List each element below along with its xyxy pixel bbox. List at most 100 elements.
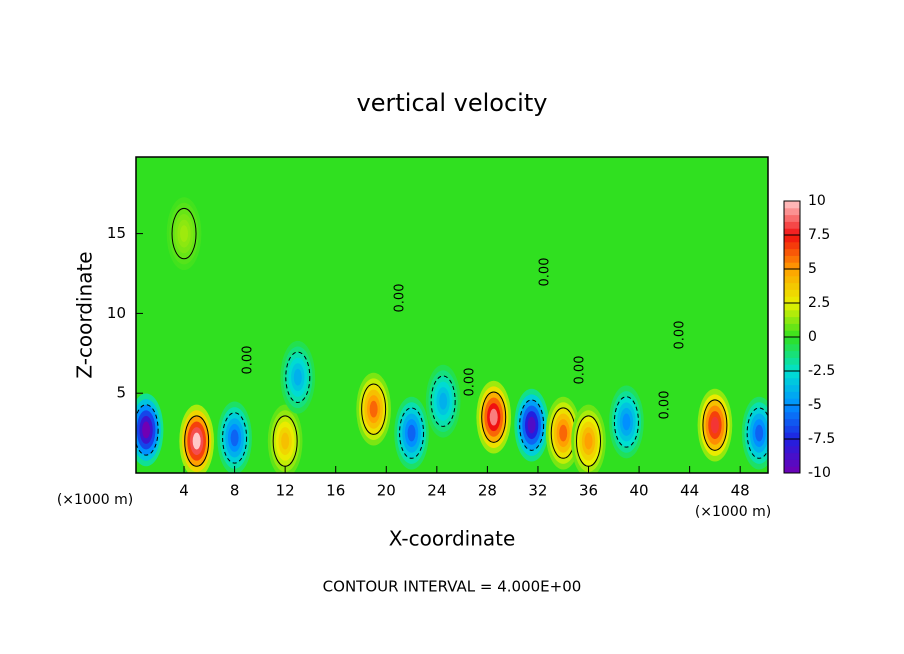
colorbar-tick-label: -5 bbox=[808, 397, 822, 413]
extremum bbox=[514, 388, 549, 462]
contour-band bbox=[407, 424, 416, 442]
colorbar-cell bbox=[784, 255, 800, 263]
field bbox=[136, 157, 768, 473]
colorbar-cell bbox=[784, 262, 800, 270]
colorbar-cell bbox=[784, 398, 800, 406]
colorbar-cell bbox=[784, 445, 800, 454]
y-tick-label: 15 bbox=[107, 224, 126, 242]
x-tick-label: 12 bbox=[276, 482, 295, 500]
colorbar-cell bbox=[784, 241, 800, 250]
colorbar-cell bbox=[784, 214, 800, 222]
x-tick-label: 32 bbox=[528, 482, 547, 500]
contour-band bbox=[710, 416, 719, 434]
plot-frame bbox=[135, 156, 769, 474]
colorbar-cell bbox=[784, 296, 800, 304]
colorbar-cell bbox=[784, 303, 800, 311]
colorbar-cell bbox=[784, 350, 800, 358]
x-tick-label: 16 bbox=[326, 482, 345, 500]
colorbar-cell bbox=[784, 405, 800, 413]
contour-band bbox=[180, 225, 189, 243]
contour-band bbox=[192, 432, 201, 450]
extremum bbox=[179, 404, 215, 473]
extremum bbox=[267, 404, 303, 473]
colorbar-cell bbox=[784, 269, 800, 277]
colorbar-cell bbox=[784, 391, 800, 399]
x-tick-label: 28 bbox=[478, 482, 497, 500]
x-unit-label: (×1000 m) bbox=[57, 492, 133, 508]
contour-band bbox=[527, 416, 536, 434]
contour-band bbox=[584, 432, 593, 450]
x-tick-label: 8 bbox=[230, 482, 240, 500]
extremum bbox=[425, 364, 461, 438]
extremum bbox=[394, 396, 429, 470]
extremum bbox=[280, 340, 316, 414]
footer: CONTOUR INTERVAL = 4.000E+00 bbox=[323, 578, 582, 596]
colorbar-cell bbox=[784, 275, 800, 284]
colorbar-cell bbox=[784, 323, 800, 331]
extremum bbox=[571, 404, 606, 473]
colorbar-cell bbox=[784, 309, 800, 318]
extremum bbox=[217, 401, 252, 473]
x-axis-label: X-coordinate bbox=[389, 527, 516, 551]
colorbar-tick-label: 10 bbox=[808, 193, 826, 209]
x-tick-label: 24 bbox=[427, 482, 446, 500]
x-tick-label: 20 bbox=[377, 482, 396, 500]
colorbar-tick-label: 5 bbox=[808, 261, 817, 277]
contour-band bbox=[489, 408, 498, 426]
contour-label: 0.00 bbox=[573, 356, 588, 385]
extremum bbox=[356, 372, 391, 446]
colorbar-cell bbox=[784, 439, 800, 447]
contour-label: 0.00 bbox=[241, 346, 256, 375]
contour-label: 0.00 bbox=[463, 368, 478, 397]
colorbar-cell bbox=[784, 377, 800, 386]
contour-band bbox=[230, 429, 239, 447]
colorbar-cell bbox=[784, 207, 800, 216]
x-tick-label: 4 bbox=[179, 482, 189, 500]
colorbar-cell bbox=[784, 316, 800, 324]
colorbar-tick-label: -10 bbox=[808, 465, 831, 481]
x-tick-label: 36 bbox=[579, 482, 598, 500]
colorbar-cell bbox=[784, 357, 800, 365]
extremum bbox=[609, 385, 644, 459]
y-tick-label: 5 bbox=[116, 384, 126, 402]
colorbar-cell bbox=[784, 221, 800, 229]
contour-band bbox=[293, 368, 302, 386]
colorbar-tick-label: 0 bbox=[808, 329, 817, 345]
x-tick-label: 44 bbox=[680, 482, 699, 500]
contour-band bbox=[622, 413, 631, 431]
y-tick-label: 10 bbox=[107, 304, 126, 322]
colorbar-cell bbox=[784, 248, 800, 256]
contour-label: 0.00 bbox=[673, 321, 688, 350]
y-axis-label: Z-coordinate bbox=[73, 251, 97, 378]
extremum bbox=[741, 396, 768, 470]
contour-band bbox=[142, 421, 151, 439]
x-tick-label: 40 bbox=[630, 482, 649, 500]
colorbar-cell bbox=[784, 289, 800, 297]
extremum bbox=[136, 393, 164, 467]
chart-title: vertical velocity bbox=[357, 89, 548, 117]
contour-label: 0.00 bbox=[393, 284, 408, 313]
colorbar-cell bbox=[784, 235, 800, 243]
colorbar-cell bbox=[784, 452, 800, 460]
colorbar-cell bbox=[784, 337, 800, 345]
contour-band bbox=[755, 424, 764, 442]
colorbar-tick-label: 7.5 bbox=[808, 227, 830, 243]
contour-band bbox=[439, 392, 448, 410]
contour-band bbox=[281, 432, 290, 450]
extremum bbox=[476, 380, 512, 454]
colorbar-cell bbox=[784, 418, 800, 426]
x-unit-label: (×1000 m) bbox=[695, 504, 771, 520]
contour-label: 0.00 bbox=[538, 258, 553, 287]
contour-band bbox=[559, 424, 568, 442]
contour-band bbox=[369, 400, 378, 418]
colorbar-cell bbox=[784, 425, 800, 433]
x-tick-label: 48 bbox=[731, 482, 750, 500]
colorbar-cell bbox=[784, 343, 800, 352]
colorbar-tick-label: 2.5 bbox=[808, 295, 830, 311]
colorbar-cell bbox=[784, 228, 800, 236]
colorbar-tick-label: -2.5 bbox=[808, 363, 835, 379]
colorbar-cell bbox=[784, 330, 800, 338]
contour-label: 0.00 bbox=[658, 391, 673, 420]
colorbar-tick-label: -7.5 bbox=[808, 431, 835, 447]
